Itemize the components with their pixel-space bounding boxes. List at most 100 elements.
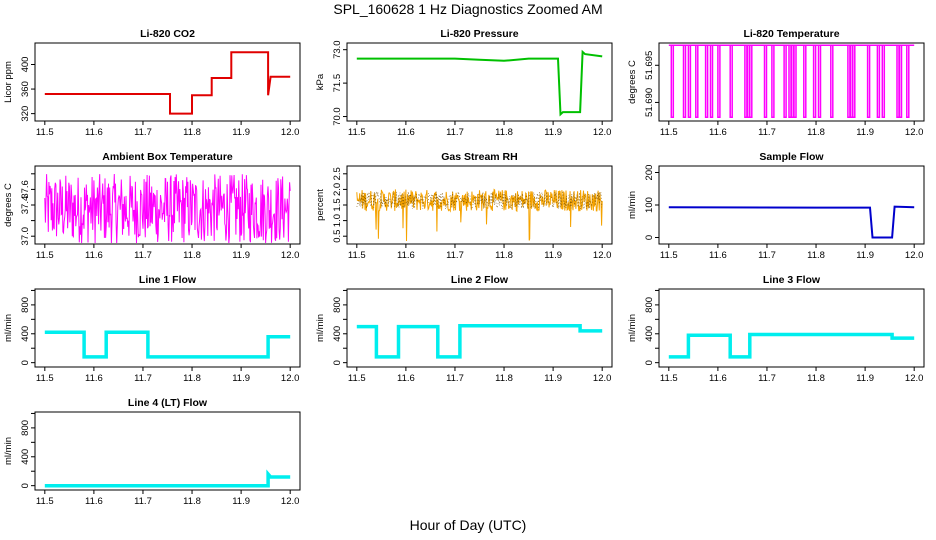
- panel-title: Line 3 Flow: [763, 274, 821, 286]
- x-tick-label: 11.7: [134, 496, 152, 507]
- x-tick-label: 11.8: [807, 127, 825, 138]
- x-tick-label: 11.6: [85, 250, 103, 261]
- x-tick-label: 11.7: [446, 127, 464, 138]
- x-tick-label: 12.0: [281, 373, 300, 384]
- series-drop: [746, 45, 751, 119]
- x-tick-label: 11.9: [232, 127, 250, 138]
- x-tick-label: 12.0: [281, 127, 300, 138]
- series-drop: [876, 45, 881, 119]
- y-tick-label: 800: [20, 420, 31, 436]
- x-tick-label: 11.7: [134, 127, 152, 138]
- x-tick-label: 11.9: [544, 127, 562, 138]
- y-tick-label: 71.5: [332, 74, 343, 93]
- x-tick-label: 11.5: [348, 373, 366, 384]
- y-axis-label: ml/min: [3, 314, 14, 342]
- series-line: [44, 469, 291, 488]
- plot-frame: [34, 411, 301, 491]
- panel-1: Li-820 CO2 11.5 11.6 11.7 11.8 11.9 12.0 320 360…: [3, 28, 301, 138]
- panel-4: Ambient Box Temperature 11.5 11.6 11.7 11.8 1…: [3, 151, 301, 261]
- y-axis-label: ml/min: [627, 314, 638, 342]
- y-axis-label: Licor ppm: [3, 61, 14, 103]
- series-drop: [847, 45, 851, 119]
- series-drop: [783, 45, 787, 119]
- y-tick-label: 200: [644, 165, 655, 181]
- x-tick-label: 11.5: [660, 250, 678, 261]
- x-tick-label: 11.6: [397, 250, 415, 261]
- y-tick-label: 320: [20, 106, 31, 122]
- plot-frame: [34, 42, 301, 122]
- x-tick-label: 11.8: [183, 496, 201, 507]
- series-drop: [906, 45, 910, 119]
- x-tick-label: 12.0: [905, 250, 924, 261]
- series-drop: [881, 45, 886, 119]
- series-drop: [830, 45, 834, 119]
- x-tick-label: 11.9: [856, 373, 874, 384]
- y-tick-label: 0: [644, 360, 655, 365]
- y-tick-label: 51.695: [644, 51, 655, 80]
- panel-title: Li-820 CO2: [140, 28, 195, 40]
- x-tick-label: 11.5: [348, 250, 366, 261]
- x-tick-label: 11.8: [495, 127, 513, 138]
- series-drop: [803, 45, 807, 119]
- series-drop: [729, 45, 733, 119]
- series-drop: [687, 45, 692, 119]
- y-tick-label: 400: [20, 57, 31, 73]
- panel-title: Line 1 Flow: [139, 274, 197, 286]
- y-tick-label: 51.690: [644, 88, 655, 117]
- y-tick-label: 800: [332, 297, 343, 313]
- x-tick-label: 11.9: [232, 373, 250, 384]
- x-tick-label: 12.0: [593, 373, 612, 384]
- x-tick-label: 11.5: [660, 373, 678, 384]
- y-tick-label: 400: [644, 326, 655, 342]
- series-drop: [682, 45, 687, 119]
- x-tick-label: 11.5: [36, 496, 54, 507]
- y-tick-label: 0: [644, 235, 655, 240]
- series-drop: [709, 45, 714, 119]
- x-tick-label: 11.7: [446, 373, 464, 384]
- series-drop: [749, 45, 753, 119]
- x-tick-label: 11.6: [85, 127, 103, 138]
- panel-title: Li-820 Pressure: [440, 28, 518, 40]
- x-tick-label: 11.8: [495, 250, 513, 261]
- panel-3: Li-820 Temperature 11.5 11.6 11.7 11.8 11.9 12…: [627, 28, 925, 138]
- x-tick-label: 11.8: [807, 250, 825, 261]
- plot-frame: [34, 288, 301, 368]
- x-tick-label: 11.9: [544, 373, 562, 384]
- panel-10: Line 4 (LT) Flow 11.5 11.6 11.7 11.8 11.9 12.0…: [3, 397, 301, 507]
- y-tick-label: 0.5: [332, 230, 343, 243]
- series-drop: [670, 45, 675, 119]
- y-tick-label: 800: [20, 297, 31, 313]
- y-tick-label: 400: [20, 326, 31, 342]
- y-axis-label: kPa: [315, 73, 326, 90]
- series-line: [356, 188, 603, 242]
- series-drop: [817, 45, 822, 119]
- series-drop: [793, 45, 797, 119]
- x-tick-label: 11.7: [758, 373, 776, 384]
- x-tick-label: 11.6: [85, 496, 103, 507]
- y-tick-label: 0: [20, 360, 31, 365]
- y-tick-label: 400: [20, 449, 31, 465]
- series-drop: [852, 45, 856, 119]
- panel-title: Gas Stream RH: [441, 151, 517, 163]
- x-tick-label: 11.6: [397, 127, 415, 138]
- x-tick-label: 11.9: [856, 127, 874, 138]
- x-tick-label: 11.5: [36, 373, 54, 384]
- plot-frame: [658, 288, 925, 368]
- y-axis-label: ml/min: [3, 437, 14, 465]
- series-drop: [717, 45, 721, 119]
- panel-2: Li-820 Pressure 11.5 11.6 11.7 11.8 11.9 12.0 7…: [315, 28, 613, 138]
- y-tick-label: 2.5: [332, 167, 343, 180]
- x-tick-label: 11.6: [709, 127, 727, 138]
- series-drop: [790, 45, 795, 119]
- figure-title: SPL_160628 1 Hz Diagnostics Zoomed AM: [333, 1, 603, 17]
- x-tick-label: 12.0: [593, 250, 612, 261]
- x-tick-label: 11.5: [36, 250, 54, 261]
- x-tick-label: 11.7: [446, 250, 464, 261]
- x-tick-label: 11.8: [183, 127, 201, 138]
- series-line: [356, 324, 603, 359]
- panel-8: Line 2 Flow 11.5 11.6 11.7 11.8 11.9 12.0 0 400 8…: [315, 274, 613, 384]
- y-tick-label: 400: [332, 326, 343, 342]
- x-tick-label: 11.6: [709, 250, 727, 261]
- x-tick-label: 11.8: [807, 373, 825, 384]
